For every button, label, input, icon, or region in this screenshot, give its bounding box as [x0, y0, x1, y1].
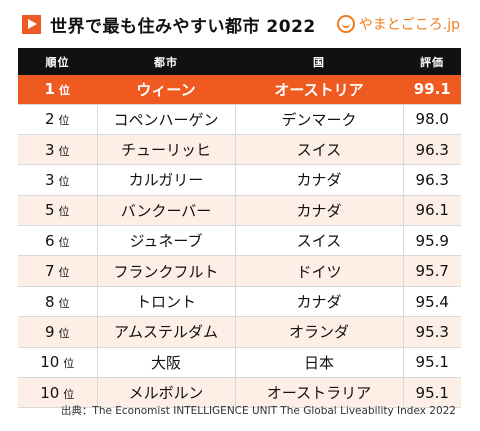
rank-unit: 位 — [58, 174, 70, 188]
ranking-table: 順位 都市 国 評価 1 位ウィーン オーストリア 99.1 2 位コペンハーゲン デンマー… — [18, 48, 461, 409]
country-cell: オーストリア — [234, 75, 403, 105]
score-cell: 95.3 — [402, 316, 461, 348]
score-cell: 99.1 — [402, 75, 461, 105]
score-cell: 95.1 — [402, 377, 461, 409]
rank-unit: 位 — [63, 357, 75, 371]
country-cell: オーストラリア — [234, 377, 403, 409]
rank-number: 6 — [44, 231, 55, 250]
score-cell: 96.3 — [402, 134, 461, 166]
table-row: 10 位大阪 日本 95.1 — [18, 347, 461, 379]
column-header-country: 国 — [313, 55, 325, 69]
country-cell: カナダ — [234, 195, 403, 227]
rank-cell: 10 位 — [18, 347, 97, 379]
table-row: 5 位バンクーバー カナダ 96.1 — [18, 195, 461, 227]
smile-logo-icon — [336, 15, 355, 33]
city-cell: メルボルン — [96, 377, 235, 409]
score-cell: 98.0 — [402, 104, 461, 135]
score-cell: 96.3 — [402, 164, 461, 196]
score-cell: 95.1 — [402, 347, 461, 379]
play-icon — [22, 15, 41, 34]
country-cell: カナダ — [234, 286, 403, 318]
rank-number: 10 — [40, 383, 60, 402]
city-cell: コペンハーゲン — [96, 104, 235, 135]
rank-unit: 位 — [58, 266, 70, 280]
score-cell: 95.9 — [402, 225, 461, 257]
table-row: 7 位フランクフルト ドイツ 95.7 — [18, 255, 461, 287]
score-cell: 95.7 — [402, 255, 461, 287]
city-cell: チューリッヒ — [96, 134, 235, 166]
score-cell: 95.4 — [402, 286, 461, 318]
column-header-city: 都市 — [154, 55, 178, 69]
rank-cell: 10 位 — [18, 377, 97, 409]
city-cell: ジュネーブ — [96, 225, 235, 257]
rank-number: 10 — [40, 353, 60, 372]
country-cell: ドイツ — [234, 255, 403, 287]
city-cell: アムステルダム — [96, 316, 235, 348]
rank-unit: 位 — [58, 144, 70, 158]
rank-number: 2 — [44, 110, 55, 129]
rank-number: 7 — [44, 262, 55, 281]
table-row: 2 位コペンハーゲン デンマーク 98.0 — [18, 104, 461, 135]
country-cell: スイス — [234, 225, 403, 257]
table-row: 8 位トロント カナダ 95.4 — [18, 286, 461, 318]
source-note: 出典：The Economist INTELLIGENCE UNIT The G… — [60, 405, 456, 417]
city-cell: フランクフルト — [96, 255, 235, 287]
rank-unit: 位 — [63, 387, 75, 401]
rank-number: 1 — [44, 80, 55, 99]
rank-unit: 位 — [58, 326, 70, 340]
table-row: 6 位ジュネーブ スイス 95.9 — [18, 225, 461, 257]
score-cell: 96.1 — [402, 195, 461, 227]
rank-number: 9 — [44, 322, 55, 341]
header: 世界で最も住みやすい都市 2022 やまとごころ.jp — [0, 0, 480, 46]
country-cell: デンマーク — [234, 104, 403, 135]
city-cell: カルガリー — [96, 164, 235, 196]
rank-unit: 位 — [58, 235, 70, 249]
rank-unit: 位 — [58, 205, 70, 219]
city-cell: ウィーン — [96, 75, 235, 105]
rank-unit: 位 — [58, 84, 70, 98]
city-cell: バンクーバー — [96, 195, 235, 227]
table-header-row: 順位 都市 国 評価 — [18, 48, 461, 75]
table-row: 1 位ウィーン オーストリア 99.1 — [18, 75, 461, 105]
country-cell: 日本 — [234, 347, 403, 379]
rank-number: 3 — [44, 140, 55, 159]
column-header-score: 評価 — [420, 55, 444, 69]
rank-unit: 位 — [58, 296, 70, 310]
rank-unit: 位 — [58, 114, 70, 128]
column-header-rank: 順位 — [45, 55, 70, 69]
city-cell: トロント — [96, 286, 235, 318]
table-row: 3 位カルガリー カナダ 96.3 — [18, 164, 461, 196]
table-row: 9 位アムステルダム オランダ 95.3 — [18, 316, 461, 348]
rank-number: 5 — [44, 201, 55, 220]
table-row: 10 位メルボルン オーストラリア 95.1 — [18, 377, 461, 409]
rank-number: 3 — [44, 170, 55, 189]
logo[interactable]: やまとごころ.jp — [336, 14, 460, 34]
city-cell: 大阪 — [96, 347, 235, 379]
country-cell: カナダ — [234, 164, 403, 196]
country-cell: オランダ — [234, 316, 403, 348]
rank-number: 8 — [44, 292, 55, 311]
table-row: 3 位チューリッヒ スイス 96.3 — [18, 134, 461, 166]
page-title: 世界で最も住みやすい都市 2022 — [50, 17, 316, 37]
country-cell: スイス — [234, 134, 403, 166]
logo-text: やまとごころ.jp — [358, 17, 460, 33]
